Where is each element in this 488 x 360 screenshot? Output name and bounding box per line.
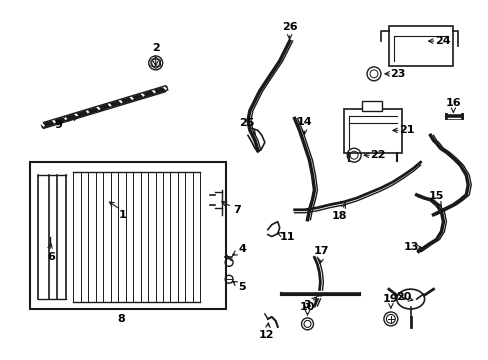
Text: 6: 6 [47,252,55,262]
Text: 3: 3 [303,300,311,310]
Text: 26: 26 [281,22,297,32]
Text: 4: 4 [238,244,245,255]
Text: 2: 2 [151,43,159,53]
Text: 13: 13 [403,243,419,252]
Text: 25: 25 [239,118,254,129]
Text: 1: 1 [119,210,126,220]
Text: 7: 7 [233,205,241,215]
Text: 20: 20 [395,292,410,302]
Text: 17: 17 [313,247,328,256]
Text: 12: 12 [259,330,274,340]
Text: 22: 22 [369,150,385,160]
Bar [344,109,401,153]
Text: 8: 8 [117,314,124,324]
Text: 19: 19 [382,294,398,304]
Text: 11: 11 [279,231,295,242]
Bar [30,162,225,309]
Text: 18: 18 [331,211,346,221]
Text: 10: 10 [299,302,315,312]
Text: 21: 21 [398,125,414,135]
Text: 24: 24 [434,36,449,46]
Bar [361,100,381,111]
Text: 15: 15 [428,191,443,201]
Bar [388,26,452,66]
Text: 14: 14 [296,117,312,127]
Text: 23: 23 [389,69,405,79]
Text: 5: 5 [238,282,245,292]
Text: 9: 9 [54,121,62,130]
Text: 16: 16 [445,98,460,108]
